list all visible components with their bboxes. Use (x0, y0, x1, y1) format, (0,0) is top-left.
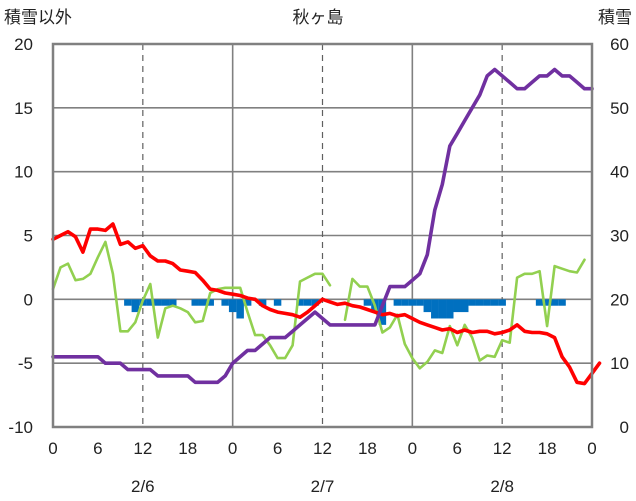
x-tick: 0 (587, 439, 596, 458)
y-tick-left: 20 (14, 35, 33, 54)
y-tick-left: -10 (8, 418, 33, 437)
precip-bar (161, 299, 170, 306)
y-tick-left: 10 (14, 163, 33, 182)
precip-bar (475, 299, 484, 306)
x-tick: 6 (93, 439, 102, 458)
y-tick-right: 0 (620, 418, 629, 437)
precip-bar (124, 299, 132, 306)
precip-bar (423, 299, 432, 313)
precip-bar (490, 299, 499, 306)
x-tick: 6 (273, 439, 282, 458)
precip-bar (498, 299, 506, 306)
y-tick-right: 40 (610, 163, 629, 182)
precip-bar (303, 299, 312, 306)
date-labels: 2/6 2/7 2/8 (131, 477, 514, 496)
precip-bar (378, 299, 387, 325)
y-axis-label-left: 積雪以外 (4, 8, 72, 28)
series-lines (51, 67, 602, 386)
precip-bar (363, 299, 372, 306)
precip-bar (468, 299, 476, 306)
precip-bar (311, 299, 319, 306)
y-axis-label-right: 積雪 (598, 8, 632, 28)
precip-bar (408, 299, 417, 306)
precip-bar (558, 299, 566, 306)
date-label: 2/6 (131, 477, 155, 496)
precip-bar (453, 299, 461, 313)
precip-bar (543, 299, 551, 306)
precip-bar (198, 299, 207, 306)
y-tick-left: 5 (24, 227, 33, 246)
precip-bar (438, 299, 447, 319)
snow_depth-line (51, 67, 594, 385)
x-tick: 12 (313, 439, 332, 458)
date-label: 2/8 (490, 477, 514, 496)
y-tick-right: 10 (610, 354, 629, 373)
precip-bar (393, 299, 402, 306)
x-tick: 12 (493, 439, 512, 458)
x-tick: 0 (48, 439, 57, 458)
x-tick: 6 (453, 439, 462, 458)
precipitation-bars (124, 299, 566, 325)
precip-bar (446, 299, 454, 319)
x-tick: 12 (133, 439, 152, 458)
precip-bar (191, 299, 199, 306)
y-tick-left: 15 (14, 99, 33, 118)
precip-bar (401, 299, 409, 306)
temperature-line (51, 222, 602, 386)
precip-bar (206, 299, 214, 306)
precip-bar (258, 299, 267, 306)
precip-bar (131, 299, 140, 313)
precip-bar (273, 299, 282, 306)
x-tick-labels: 0 6 12 18 0 6 12 18 0 6 12 18 0 (48, 439, 596, 458)
x-tick: 18 (358, 439, 377, 458)
precip-bar (146, 299, 155, 306)
wind-line (51, 240, 586, 370)
y-tick-right: 20 (610, 290, 629, 309)
precip-bar (169, 299, 177, 306)
y-tick-left: 0 (24, 290, 33, 309)
precip-bar (228, 299, 237, 313)
precip-bar (416, 299, 424, 306)
precip-bar (431, 299, 439, 319)
precip-bar (221, 299, 229, 306)
precip-bar (243, 299, 252, 306)
plot-frame (51, 42, 594, 429)
y-tick-right: 50 (610, 99, 629, 118)
y-tick-right: 30 (610, 227, 629, 246)
precip-bar (535, 299, 544, 306)
date-label: 2/7 (311, 477, 335, 496)
precip-bar (236, 299, 244, 319)
precip-bar (296, 299, 304, 306)
y-tick-right: 60 (610, 35, 629, 54)
precip-bar (550, 299, 559, 306)
precip-bar (460, 299, 469, 313)
x-tick: 18 (178, 439, 197, 458)
chart-title: 秋ヶ島 (293, 8, 344, 28)
y-tick-left: -5 (18, 354, 33, 373)
x-tick: 0 (408, 439, 417, 458)
x-tick: 18 (538, 439, 557, 458)
precip-bar (483, 299, 491, 306)
x-tick: 0 (228, 439, 237, 458)
precip-bar (154, 299, 162, 306)
